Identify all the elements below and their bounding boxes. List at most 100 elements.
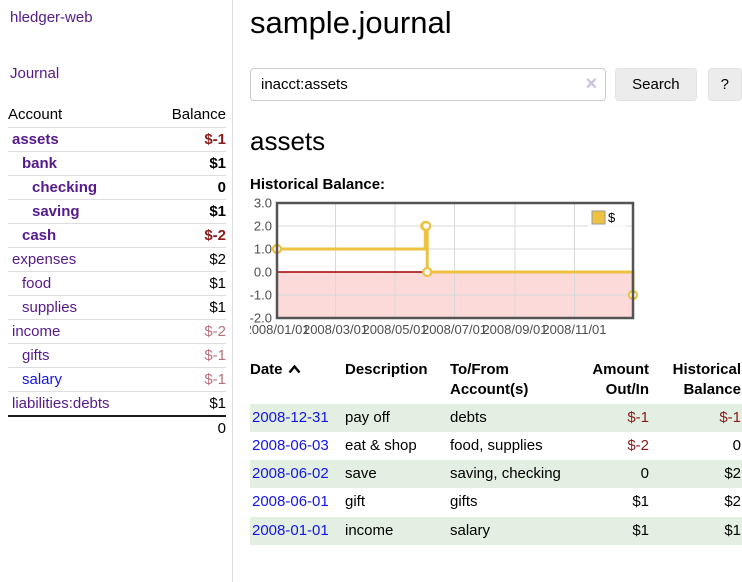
- register-header-amount: Amount Out/In: [592, 361, 649, 399]
- account-balance: $-1: [150, 367, 226, 392]
- search-input[interactable]: [250, 68, 607, 101]
- accounts-header-row: Account Balance: [8, 103, 226, 128]
- transaction-balance: $1: [724, 521, 741, 539]
- search-button[interactable]: Search: [615, 68, 697, 101]
- account-link[interactable]: bank: [22, 155, 58, 172]
- transaction-row: 2008-06-02 save saving, checking 0 $2: [250, 460, 742, 489]
- main-content: sample.journal × Search ? assets Histori…: [250, 0, 742, 545]
- account-balance: $1: [150, 391, 226, 417]
- account-balance: $-1: [150, 343, 226, 368]
- account-link[interactable]: salary: [22, 371, 63, 388]
- register-header-balance: Historical Balance: [672, 361, 741, 399]
- transaction-balance: $2: [724, 465, 741, 482]
- transaction-balance: $2: [724, 493, 741, 511]
- account-balance: $1: [150, 151, 226, 176]
- svg-text:2008/03/01: 2008/03/01: [303, 322, 368, 337]
- account-row: checking 0: [8, 175, 226, 200]
- account-link[interactable]: liabilities:debts: [12, 395, 110, 412]
- transaction-description: pay off: [345, 408, 390, 426]
- transaction-accounts: debts: [450, 408, 487, 426]
- svg-text:2.0: 2.0: [254, 219, 272, 234]
- clear-search-icon[interactable]: ×: [585, 73, 598, 95]
- svg-text:2008/01/01: 2008/01/01: [250, 322, 310, 337]
- transaction-row: 2008-06-03 eat & shop food, supplies $-2 0: [250, 432, 742, 460]
- accounts-total: 0: [150, 415, 226, 440]
- transaction-date-link[interactable]: 2008-12-31: [252, 408, 329, 426]
- account-balance: $-1: [150, 127, 226, 152]
- transaction-accounts: salary: [450, 521, 491, 539]
- accounts-total-row: 0: [8, 415, 226, 440]
- transaction-amount: $1: [632, 493, 649, 511]
- account-link[interactable]: cash: [22, 227, 57, 244]
- account-balance: $-2: [150, 223, 226, 248]
- account-row: income $-2: [8, 319, 226, 344]
- svg-text:-2.0: -2.0: [250, 311, 272, 326]
- sidebar: hledger-web Journal Account Balance asse…: [0, 0, 233, 582]
- svg-text:3.0: 3.0: [254, 197, 272, 211]
- svg-text:-1.0: -1.0: [250, 288, 272, 303]
- transaction-row: 2008-06-01 gift gifts $1 $2: [250, 488, 742, 516]
- account-heading: assets: [250, 126, 326, 156]
- transaction-amount: $1: [632, 521, 649, 539]
- transaction-balance: 0: [732, 436, 741, 454]
- transaction-accounts: gifts: [450, 493, 478, 511]
- account-row: salary $-1: [8, 367, 226, 392]
- account-link[interactable]: food: [22, 275, 52, 292]
- account-link[interactable]: expenses: [12, 251, 77, 268]
- account-row: supplies $1: [8, 295, 226, 320]
- accounts-header-balance: Balance: [150, 103, 226, 128]
- transaction-row: 2008-12-31 pay off debts $-1 $-1: [250, 403, 742, 432]
- svg-text:0.0: 0.0: [254, 265, 272, 280]
- transaction-date-link[interactable]: 2008-06-03: [252, 436, 329, 454]
- account-balance: $1: [150, 295, 226, 320]
- register-header-description: Description: [345, 361, 428, 378]
- sort-asc-icon: [288, 360, 301, 380]
- account-row: gifts $-1: [8, 343, 226, 368]
- transaction-description: save: [345, 465, 377, 482]
- chart-title: Historical Balance:: [250, 176, 386, 193]
- account-row: liabilities:debts $1: [8, 391, 226, 417]
- transaction-amount: $-2: [627, 436, 649, 454]
- search-form: × Search ?: [250, 68, 742, 101]
- accounts-header-account: Account: [8, 103, 151, 128]
- transaction-accounts: saving, checking: [450, 465, 561, 482]
- svg-text:2008/11/01: 2008/11/01: [542, 322, 606, 337]
- account-link[interactable]: assets: [12, 131, 59, 148]
- account-row: food $1: [8, 271, 226, 296]
- transaction-description: eat & shop: [345, 436, 417, 454]
- transaction-accounts: food, supplies: [450, 436, 543, 454]
- transaction-date-link[interactable]: 2008-06-01: [252, 493, 329, 511]
- register-table: Date Description To/From Account(s) Amou…: [250, 357, 742, 545]
- account-row: saving $1: [8, 199, 226, 224]
- transaction-amount: 0: [640, 465, 649, 482]
- page-title: sample.journal: [250, 5, 452, 40]
- accounts-table: Account Balance assets $-1 bank $1 checking 0…: [8, 103, 226, 440]
- account-link[interactable]: supplies: [22, 299, 78, 316]
- transaction-date-link[interactable]: 2008-06-02: [252, 465, 329, 482]
- account-balance: $1: [150, 199, 226, 224]
- help-button[interactable]: ?: [707, 68, 742, 101]
- account-balance: $2: [150, 247, 226, 272]
- transaction-amount: $-1: [627, 408, 649, 426]
- account-row: cash $-2: [8, 223, 226, 248]
- transaction-date-link[interactable]: 2008-01-01: [252, 521, 329, 539]
- svg-text:2008/09/01: 2008/09/01: [482, 322, 547, 337]
- transaction-description: income: [345, 521, 394, 539]
- account-row: expenses $2: [8, 247, 226, 272]
- account-link[interactable]: income: [12, 323, 61, 340]
- account-balance: $1: [150, 271, 226, 296]
- account-link[interactable]: checking: [32, 179, 98, 196]
- brand-link[interactable]: hledger-web: [10, 9, 93, 26]
- register-header-date[interactable]: Date: [250, 357, 345, 404]
- svg-text:$: $: [608, 210, 616, 225]
- sidebar-item-journal[interactable]: Journal: [10, 65, 60, 82]
- svg-text:1.0: 1.0: [254, 242, 272, 257]
- transaction-balance: $-1: [719, 408, 741, 426]
- transaction-description: gift: [345, 493, 366, 511]
- historical-balance-chart[interactable]: $3.0 2.0 1.0 0.0 -1.0 -2.0 2008/01/01 2008/03/0…: [250, 197, 742, 349]
- account-row: assets $-1: [8, 127, 226, 152]
- account-link[interactable]: saving: [32, 203, 80, 220]
- account-row: bank $1: [8, 151, 226, 176]
- register-header-accounts: To/From Account(s): [450, 361, 529, 399]
- account-link[interactable]: gifts: [22, 347, 50, 364]
